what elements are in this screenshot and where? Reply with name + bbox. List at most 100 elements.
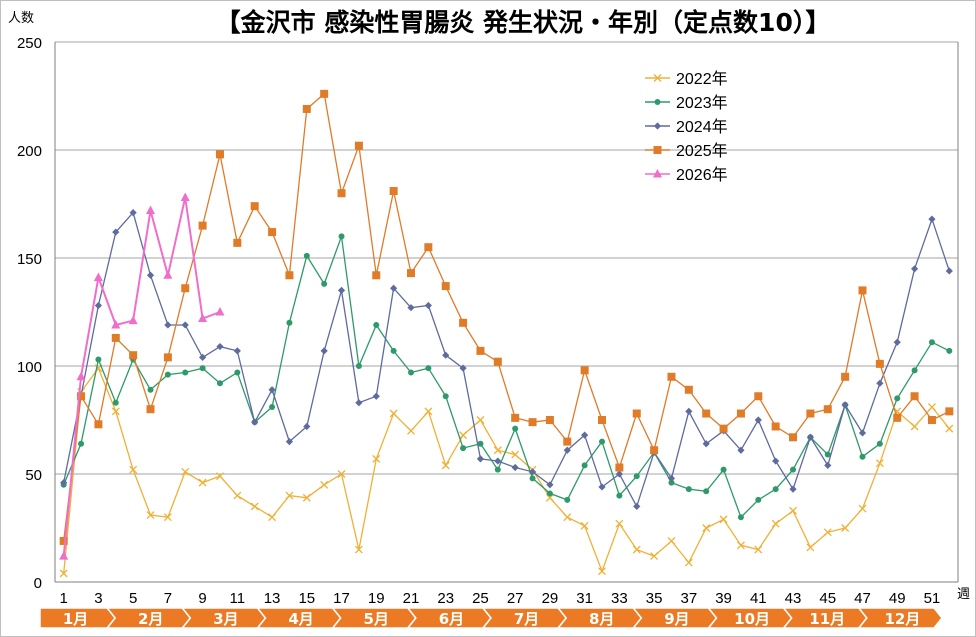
data-point bbox=[806, 433, 814, 441]
data-point bbox=[269, 404, 276, 411]
data-point bbox=[407, 304, 415, 312]
data-point bbox=[563, 437, 572, 446]
data-point bbox=[234, 369, 241, 376]
x-tick-label: 35 bbox=[646, 590, 663, 607]
data-point bbox=[876, 379, 884, 387]
data-point bbox=[823, 405, 832, 414]
data-point bbox=[633, 502, 641, 510]
x-tick-label: 1 bbox=[60, 590, 68, 607]
data-point bbox=[737, 446, 745, 454]
legend-item: 2023年 bbox=[645, 94, 728, 112]
data-point bbox=[320, 480, 329, 489]
data-point bbox=[459, 431, 468, 440]
data-point bbox=[841, 372, 850, 381]
data-point bbox=[372, 454, 381, 463]
data-point bbox=[945, 424, 954, 433]
data-point bbox=[598, 483, 606, 491]
x-tick-label: 21 bbox=[403, 590, 420, 607]
data-point bbox=[946, 347, 953, 354]
data-point bbox=[182, 369, 189, 376]
data-point bbox=[424, 243, 433, 252]
data-point bbox=[163, 353, 172, 362]
data-point bbox=[355, 399, 363, 407]
series-2022年 bbox=[59, 364, 954, 578]
data-point bbox=[215, 307, 225, 316]
data-point bbox=[719, 424, 728, 433]
data-point bbox=[615, 519, 624, 528]
data-point bbox=[390, 284, 398, 292]
data-point bbox=[441, 461, 450, 470]
x-tick-label: 5 bbox=[129, 590, 137, 607]
data-point bbox=[285, 491, 294, 500]
y-tick-label: 0 bbox=[34, 575, 42, 592]
data-point bbox=[859, 453, 866, 460]
data-point bbox=[163, 513, 172, 522]
data-point bbox=[893, 338, 901, 346]
data-point bbox=[653, 122, 662, 130]
series-line bbox=[63, 236, 950, 519]
data-point bbox=[199, 365, 206, 372]
data-point bbox=[789, 433, 798, 442]
data-point bbox=[147, 386, 154, 393]
x-tick-label: 31 bbox=[576, 590, 593, 607]
data-point bbox=[476, 416, 485, 424]
data-point bbox=[494, 466, 501, 473]
data-point bbox=[632, 545, 641, 554]
data-point bbox=[581, 431, 589, 439]
data-point bbox=[460, 445, 467, 452]
data-point bbox=[146, 205, 156, 214]
data-point bbox=[233, 347, 241, 355]
data-point bbox=[493, 357, 502, 366]
data-point bbox=[441, 282, 450, 291]
data-point bbox=[653, 146, 662, 154]
data-point bbox=[667, 537, 676, 545]
data-point bbox=[407, 369, 414, 376]
data-point bbox=[233, 238, 242, 247]
data-point bbox=[268, 228, 277, 237]
data-point bbox=[910, 392, 919, 401]
data-point bbox=[373, 321, 380, 328]
data-point bbox=[598, 567, 606, 576]
data-point bbox=[754, 545, 763, 554]
series-2023年 bbox=[60, 233, 953, 521]
series-line bbox=[63, 92, 950, 542]
data-point bbox=[337, 286, 346, 294]
data-point bbox=[442, 351, 450, 359]
data-point bbox=[841, 401, 849, 409]
data-point bbox=[511, 450, 520, 459]
x-tick-label: 47 bbox=[854, 590, 871, 607]
legend-label: 2023年 bbox=[676, 94, 728, 112]
series-line bbox=[63, 211, 950, 509]
data-point bbox=[78, 440, 85, 447]
data-point bbox=[615, 463, 624, 472]
data-point bbox=[719, 515, 728, 524]
month-label: 2月 bbox=[138, 610, 163, 628]
data-point bbox=[320, 347, 328, 355]
series-line bbox=[62, 197, 221, 557]
data-point bbox=[250, 502, 259, 511]
data-point bbox=[580, 366, 589, 375]
data-point bbox=[720, 466, 727, 473]
x-tick-label: 19 bbox=[368, 590, 385, 607]
month-label: 10月 bbox=[734, 610, 770, 628]
data-point bbox=[668, 479, 675, 486]
legend: 2022年 2023年 2024年 2025年 2026年 bbox=[645, 70, 728, 184]
data-point bbox=[94, 420, 103, 429]
data-point bbox=[321, 280, 328, 287]
data-point bbox=[477, 440, 484, 447]
data-point bbox=[599, 438, 606, 445]
data-point bbox=[180, 192, 190, 202]
data-point bbox=[285, 271, 294, 280]
data-point bbox=[216, 472, 224, 481]
x-tick-label: 9 bbox=[198, 590, 206, 607]
data-point bbox=[268, 513, 277, 522]
data-point bbox=[163, 270, 173, 279]
data-point bbox=[581, 462, 588, 469]
legend-label: 2026年 bbox=[676, 166, 728, 184]
data-point bbox=[424, 301, 432, 310]
data-point bbox=[667, 372, 676, 381]
data-point bbox=[824, 451, 831, 458]
data-point bbox=[615, 470, 623, 478]
data-point bbox=[529, 475, 536, 482]
data-point bbox=[146, 271, 155, 279]
